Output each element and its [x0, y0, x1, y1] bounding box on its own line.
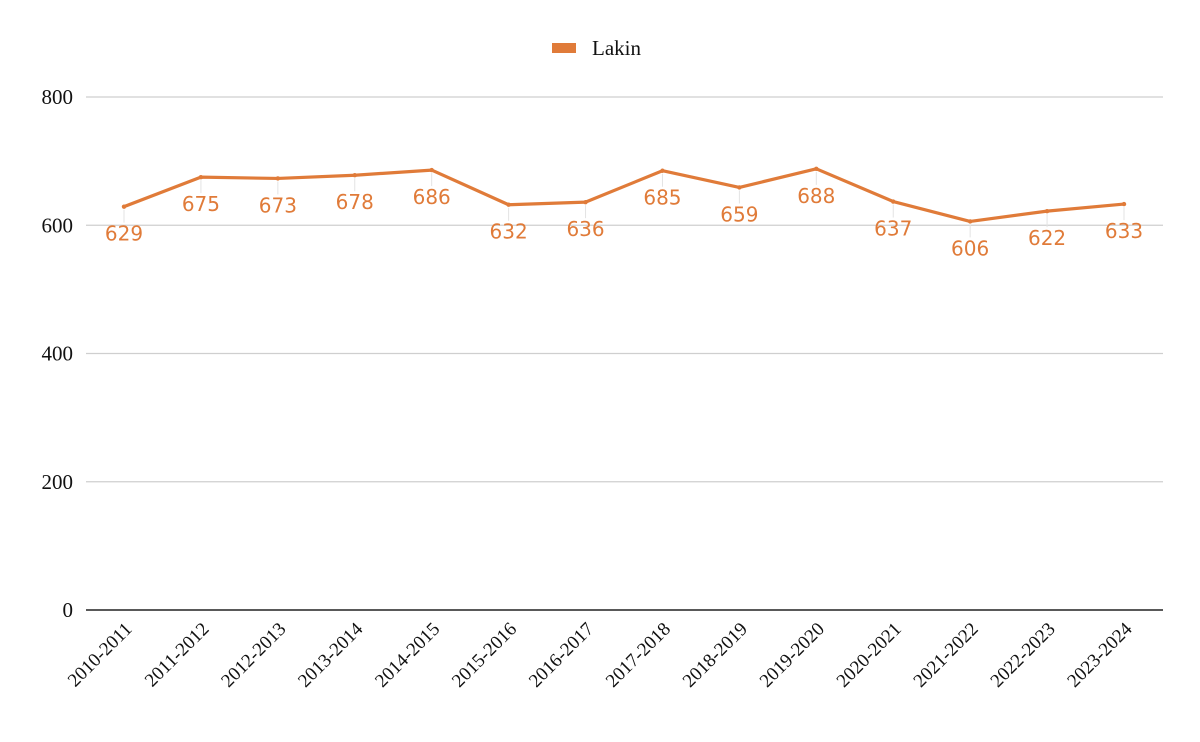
- data-label-2010-2011: 629: [105, 222, 143, 246]
- data-label-2014-2015: 686: [413, 185, 451, 209]
- legend-label-lakin: Lakin: [592, 36, 641, 60]
- x-tick-label-2013-2014: 2013-2014: [294, 618, 367, 691]
- data-point-2017-2018: [660, 168, 665, 173]
- data-point-2023-2024: [1121, 201, 1127, 207]
- data-labels: 629 675 673 678 686 632 636 685 659 688 637 606 622 6…: [105, 184, 1143, 261]
- x-tick-label-2011-2012: 2011-2012: [141, 619, 214, 692]
- data-point-2010-2011: [121, 204, 127, 209]
- data-label-2011-2012: 675: [182, 192, 220, 216]
- y-axis-ticks: 0 200 400 600 800: [42, 85, 74, 622]
- x-tick-label-2022-2023: 2022-2023: [987, 619, 1060, 692]
- data-point-2016-2017: [583, 199, 588, 205]
- gridlines: [86, 96, 1163, 611]
- data-point-2015-2016: [506, 202, 511, 207]
- data-label-2020-2021: 637: [874, 217, 912, 241]
- x-tick-label-2016-2017: 2016-2017: [525, 619, 598, 692]
- y-tick-label-0: 0: [63, 598, 74, 622]
- data-point-2020-2021: [891, 199, 896, 204]
- data-label-2013-2014: 678: [336, 190, 374, 214]
- x-tick-label-2012-2013: 2012-2013: [217, 619, 290, 692]
- data-label-2017-2018: 685: [643, 186, 681, 210]
- x-tick-label-2017-2018: 2017-2018: [602, 619, 675, 692]
- data-point-2012-2013: [275, 176, 281, 181]
- label-leaders: [123, 171, 1125, 238]
- series-line-lakin: [122, 167, 1126, 223]
- legend: Lakin: [552, 36, 641, 60]
- data-point-2022-2023: [1044, 208, 1050, 214]
- data-point-2013-2014: [352, 173, 357, 178]
- x-tick-label-2014-2015: 2014-2015: [371, 619, 444, 692]
- series-lakin: [121, 166, 1127, 224]
- x-tick-label-2010-2011: 2010-2011: [64, 619, 137, 692]
- y-tick-label-600: 600: [42, 213, 74, 237]
- data-point-2021-2022: [967, 219, 973, 224]
- x-tick-label-2019-2020: 2019-2020: [756, 619, 829, 692]
- data-label-2015-2016: 632: [490, 220, 528, 244]
- data-label-2016-2017: 636: [566, 217, 604, 241]
- data-label-2021-2022: 606: [951, 236, 989, 260]
- x-tick-label-2020-2021: 2020-2021: [833, 619, 906, 692]
- y-tick-label-400: 400: [42, 342, 74, 366]
- legend-swatch-lakin: [552, 43, 576, 53]
- x-axis-ticks: 2010-2011 2011-2012 2012-2013 2013-2014 2014…: [64, 618, 1137, 691]
- data-label-2023-2024: 633: [1105, 219, 1143, 243]
- data-point-2019-2020: [814, 166, 819, 172]
- x-tick-label-2023-2024: 2023-2024: [1063, 618, 1136, 691]
- data-label-2018-2019: 659: [720, 202, 758, 226]
- data-label-2019-2020: 688: [797, 184, 835, 208]
- data-label-2022-2023: 622: [1028, 226, 1066, 250]
- data-point-2011-2012: [198, 174, 204, 180]
- x-tick-label-2018-2019: 2018-2019: [679, 619, 752, 692]
- data-label-2012-2013: 673: [259, 193, 297, 217]
- y-tick-label-200: 200: [42, 470, 74, 494]
- data-point-2014-2015: [429, 167, 434, 173]
- y-tick-label-800: 800: [42, 85, 74, 109]
- data-point-2018-2019: [737, 185, 742, 190]
- x-tick-label-2015-2016: 2015-2016: [448, 619, 521, 692]
- x-tick-label-2021-2022: 2021-2022: [910, 619, 983, 692]
